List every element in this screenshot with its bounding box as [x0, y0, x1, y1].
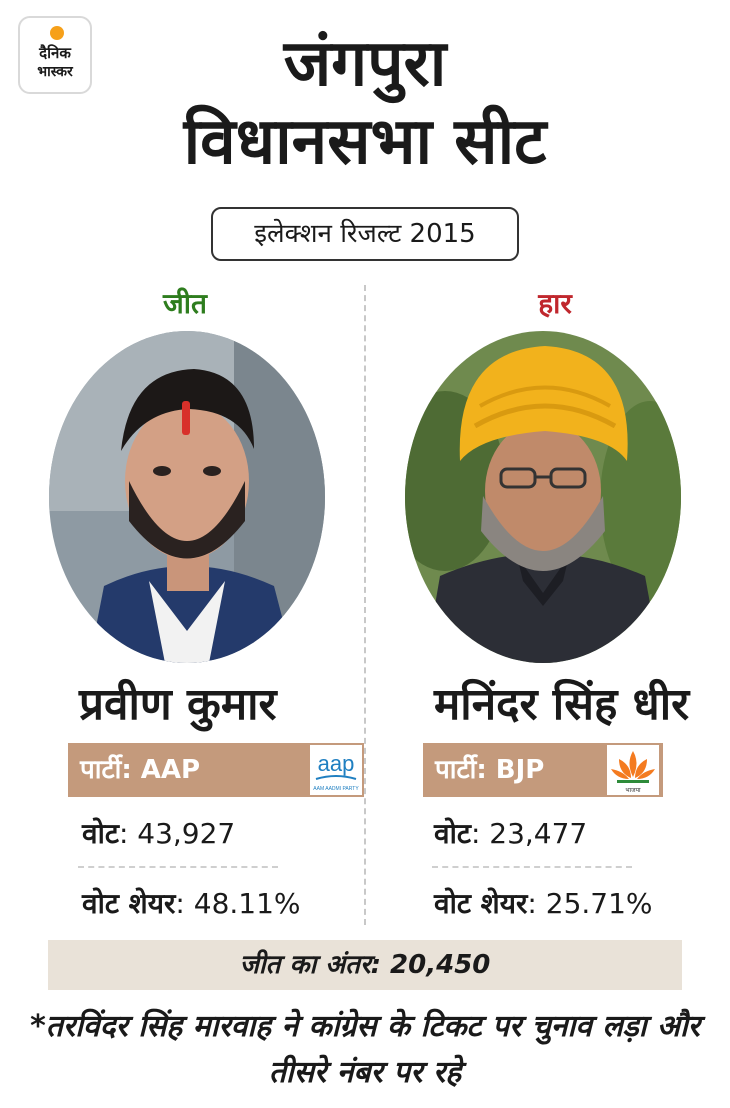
votes-label-right: वोट — [434, 817, 471, 850]
dainik-bhaskar-logo: दैनिक भास्कर — [18, 16, 92, 94]
page-title-line-1: जंगपुरा — [283, 27, 447, 101]
votes-left: वोट: 43,927 — [82, 812, 235, 856]
vote-share-left: वोट शेयर: 48.11% — [82, 882, 301, 926]
aap-logo-icon: aap AAM AADMI PARTY — [308, 743, 364, 797]
vote-share-right: वोट शेयर: 25.71% — [434, 882, 653, 926]
aap-logo-subtext: AAM AADMI PARTY — [313, 786, 359, 792]
row-separator-right — [432, 866, 632, 868]
aap-logo-text: aap — [318, 751, 355, 776]
votes-value-right: : 23,477 — [470, 817, 588, 850]
candidate-photo-maninder-singh-dhir — [405, 331, 681, 663]
candidate-name-right: मनिंदर सिंह धीर — [434, 679, 690, 730]
votes-label-left: वोट — [82, 817, 119, 850]
votes-value-left: : 43,927 — [118, 817, 236, 850]
share-value-right: : 25.71% — [527, 887, 653, 920]
row-separator-left — [78, 866, 278, 868]
logo-line-2: भास्कर — [37, 64, 73, 80]
footnote: *तरविंदर सिंह मारवाह ने कांग्रेस के टिकट… — [30, 1009, 700, 1090]
status-win-label: जीत — [163, 287, 207, 320]
victory-margin-bar: जीत का अंतर: 20,450 — [48, 940, 682, 990]
bjp-logo-subtext: भाजपा — [625, 787, 641, 794]
candidate-photo-praveen-kumar — [49, 331, 325, 663]
bjp-lotus-logo-icon: भाजपा — [605, 743, 661, 797]
status-lose-label: हार — [538, 287, 572, 320]
share-label-left: वोट शेयर — [82, 887, 176, 920]
column-divider — [364, 285, 366, 925]
share-value-left: : 48.11% — [175, 887, 301, 920]
sun-dot-icon — [50, 26, 64, 40]
share-label-right: वोट शेयर — [434, 887, 528, 920]
page-title-line-2: विधानसभा सीट — [183, 105, 547, 179]
party-label-left: पार्टी: AAP — [68, 743, 308, 797]
logo-line-1: दैनिक — [39, 44, 71, 62]
election-result-badge: इलेक्शन रिजल्ट 2015 — [211, 207, 519, 261]
votes-right: वोट: 23,477 — [434, 812, 587, 856]
candidate-name-left: प्रवीण कुमार — [79, 679, 277, 730]
